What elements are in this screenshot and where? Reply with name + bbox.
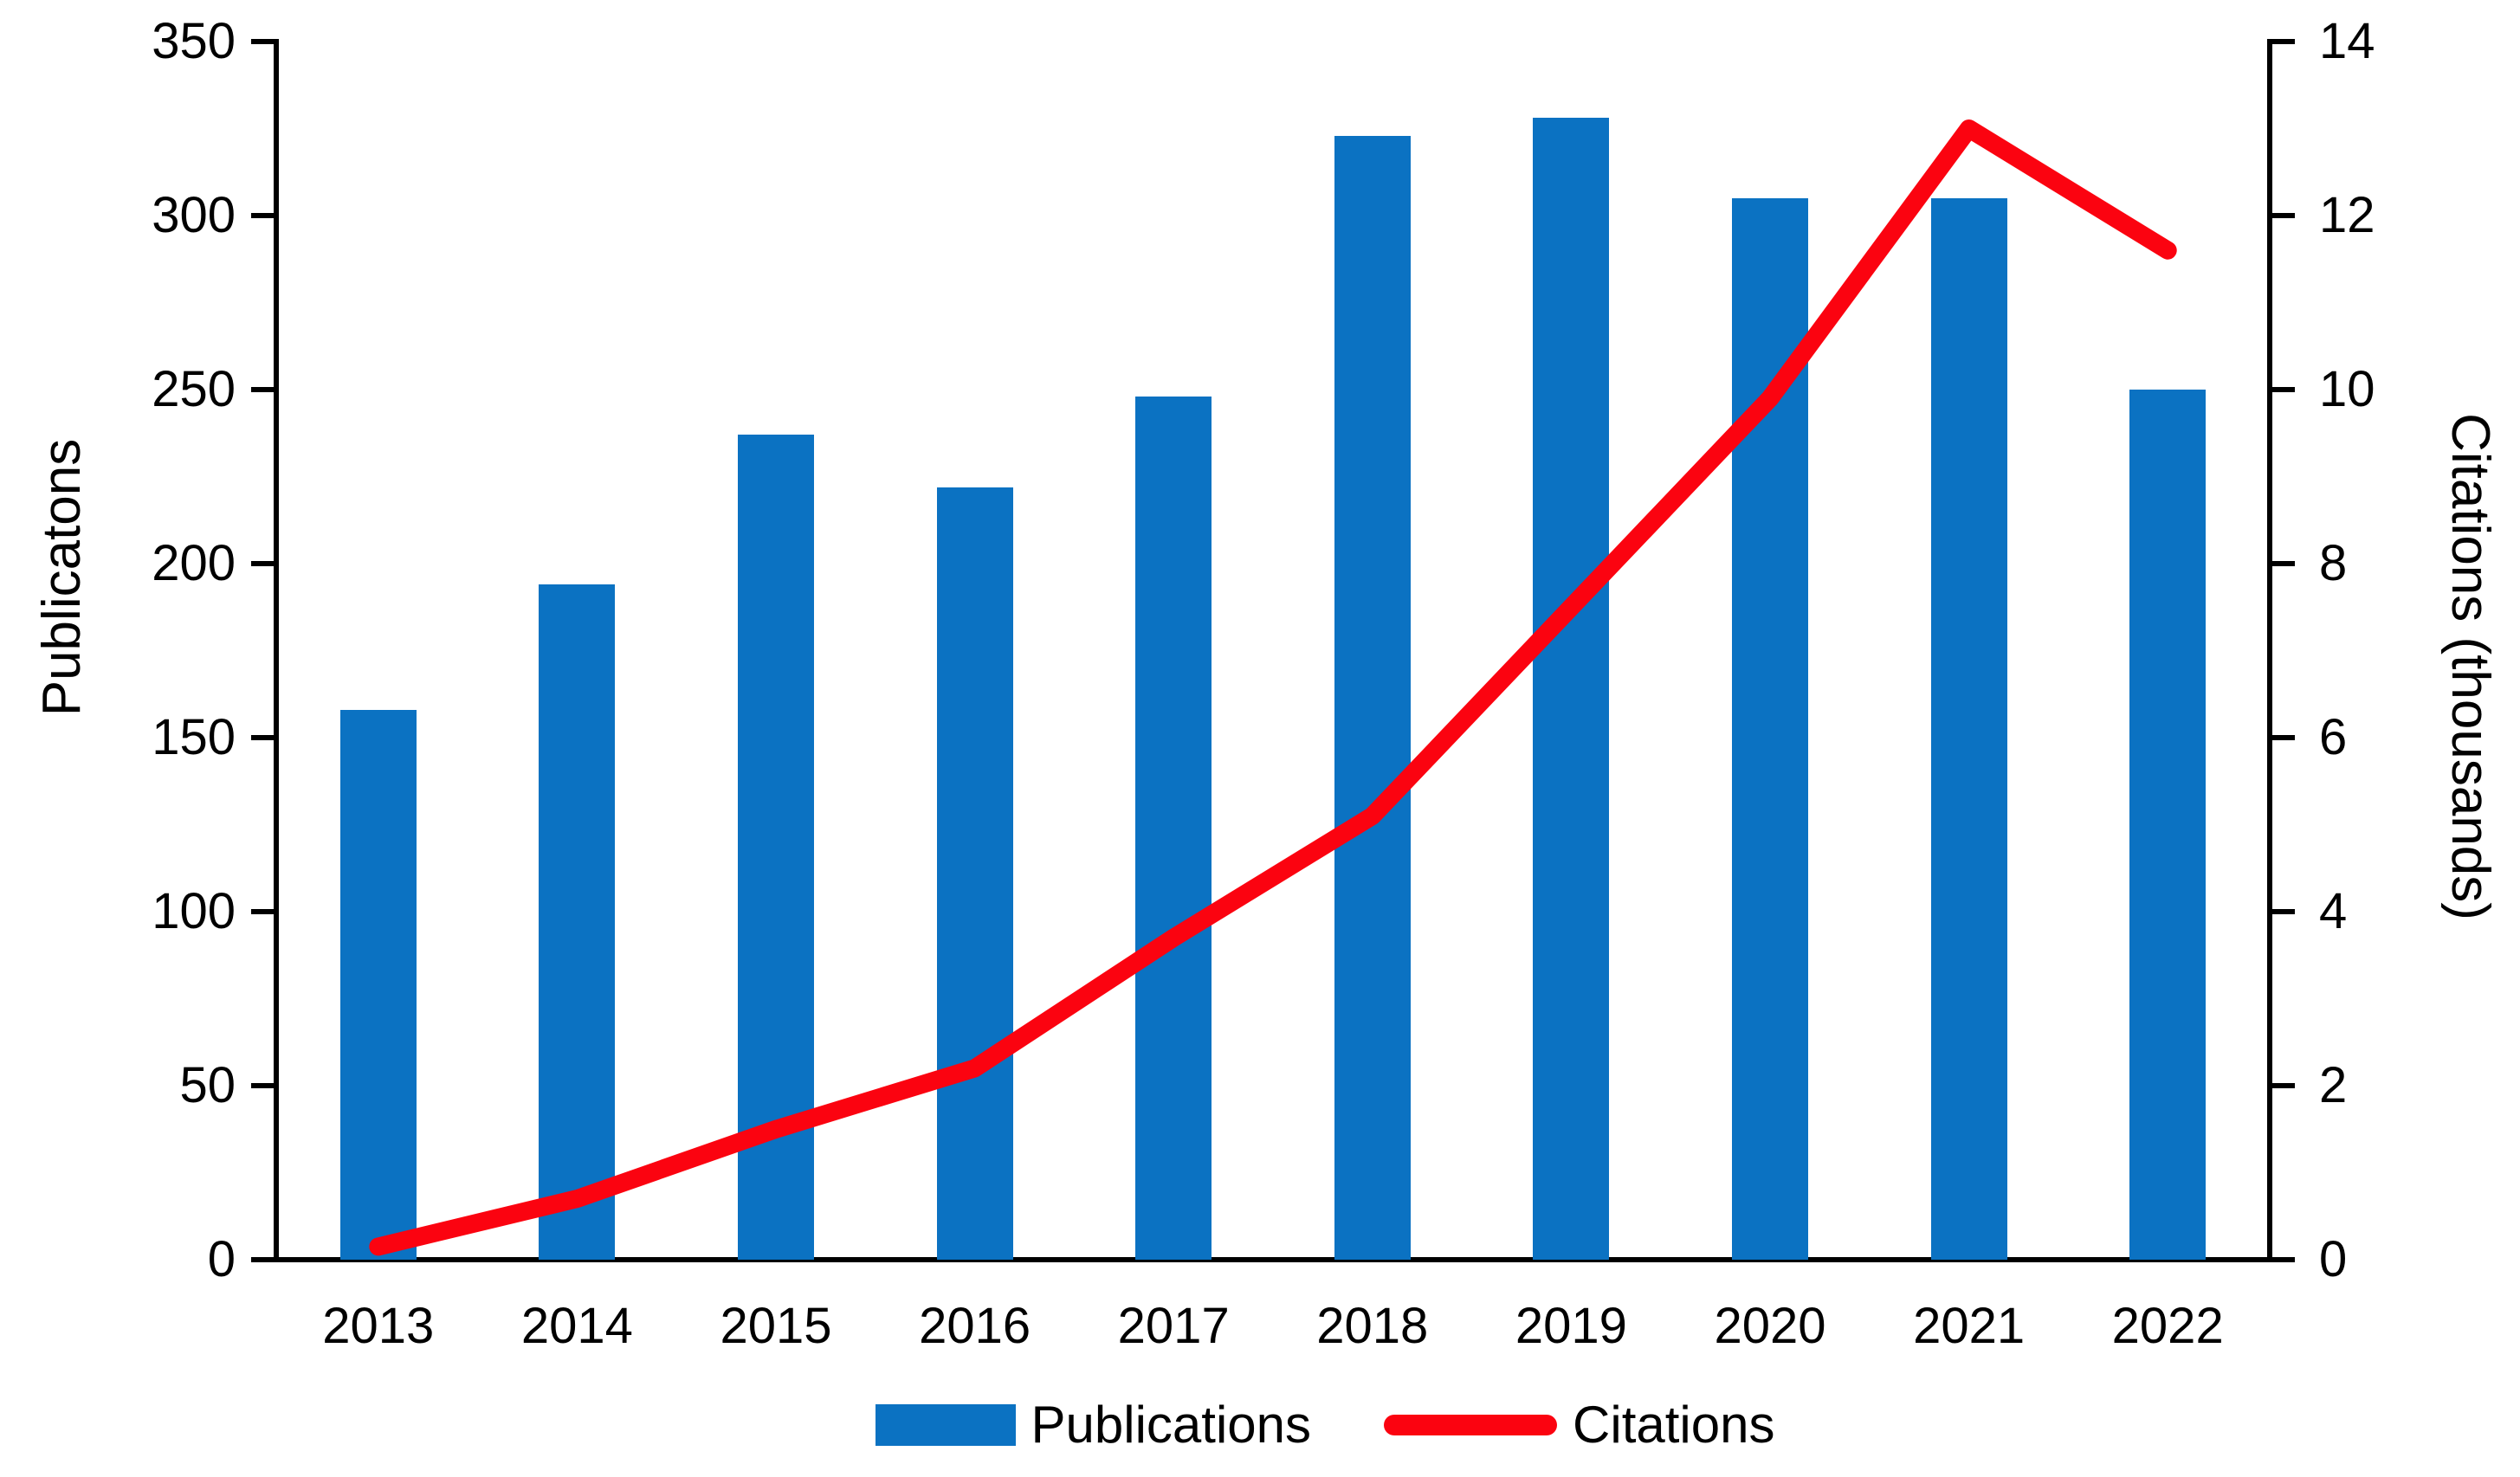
x-axis-tick-label: 2018 [1316, 1298, 1429, 1354]
citations-line-swatch-icon [1384, 1415, 1558, 1435]
y-axis-tick-label-left: 200 [152, 535, 236, 591]
publications-bar [1930, 197, 2007, 1260]
publications-bar [738, 435, 814, 1260]
x-axis-tick-label: 2019 [1515, 1298, 1627, 1354]
chart-legend: Publications Citations [0, 1383, 2520, 1467]
legend-item-publications: Publications [875, 1396, 1312, 1454]
left-axis-tick [251, 909, 274, 914]
legend-item-citations: Citations [1384, 1399, 1774, 1451]
publications-bar [1334, 135, 1411, 1260]
y-axis-tick-label-right: 0 [2319, 1231, 2348, 1287]
legend-label-publications: Publications [1031, 1396, 1312, 1454]
left-axis-tick [251, 213, 274, 218]
right-axis-tick [2272, 1257, 2295, 1262]
x-axis-line [274, 1257, 2272, 1262]
publications-bar [936, 487, 1013, 1260]
y-axis-tick-label-right: 6 [2319, 709, 2348, 765]
left-axis-tick [251, 39, 274, 44]
left-axis-tick [251, 387, 274, 392]
x-axis-tick-label: 2016 [919, 1298, 1031, 1354]
left-axis-line [274, 39, 279, 1262]
y-axis-tick-label-left: 100 [152, 883, 236, 939]
x-axis-tick-label: 2017 [1117, 1298, 1230, 1354]
publications-bar [539, 584, 616, 1260]
publications-bar [1533, 118, 1610, 1260]
x-axis-tick-label: 2015 [720, 1298, 832, 1354]
right-axis-tick [2272, 1083, 2295, 1088]
right-axis-tick [2272, 39, 2295, 44]
x-axis-tick-label: 2020 [1714, 1298, 1826, 1354]
x-axis-tick-label: 2014 [520, 1298, 633, 1354]
left-axis-tick [251, 1083, 274, 1088]
publications-bar [1135, 397, 1212, 1260]
y-axis-tick-label-right: 10 [2319, 361, 2375, 417]
y-axis-tick-label-left: 300 [152, 187, 236, 243]
y-axis-tick-label-right: 2 [2319, 1057, 2348, 1113]
left-axis-tick [251, 1257, 274, 1262]
right-axis-tick [2272, 213, 2295, 218]
publications-bar-swatch-icon [875, 1404, 1016, 1446]
left-axis-tick [251, 561, 274, 566]
y-axis-tick-label-right: 8 [2319, 535, 2348, 591]
left-axis-tick [251, 735, 274, 740]
y-axis-tick-label-right: 12 [2319, 187, 2375, 243]
x-axis-tick-label: 2013 [322, 1298, 435, 1354]
y-axis-tick-label-left: 250 [152, 361, 236, 417]
right-axis-tick [2272, 909, 2295, 914]
legend-label-citations: Citations [1573, 1396, 1775, 1454]
y-axis-tick-label-left: 50 [179, 1057, 236, 1113]
right-axis-line [2267, 39, 2272, 1262]
x-axis-tick-label: 2021 [1913, 1298, 2026, 1354]
y-axis-tick-label-left: 0 [207, 1231, 236, 1287]
right-axis-title: Citations (thousands) [2440, 413, 2500, 920]
publications-bar [339, 709, 417, 1260]
right-axis-tick [2272, 561, 2295, 566]
x-axis-tick-label: 2022 [2111, 1298, 2224, 1354]
citations-line [369, 119, 2177, 1256]
publications-bar [1732, 197, 1808, 1260]
y-axis-tick-label-left: 350 [152, 13, 236, 69]
right-axis-tick [2272, 735, 2295, 740]
y-axis-tick-label-right: 4 [2319, 883, 2348, 939]
publications-bar [2129, 390, 2207, 1260]
right-axis-tick [2272, 387, 2295, 392]
y-axis-tick-label-left: 150 [152, 709, 236, 765]
y-axis-tick-label-right: 14 [2319, 13, 2375, 69]
